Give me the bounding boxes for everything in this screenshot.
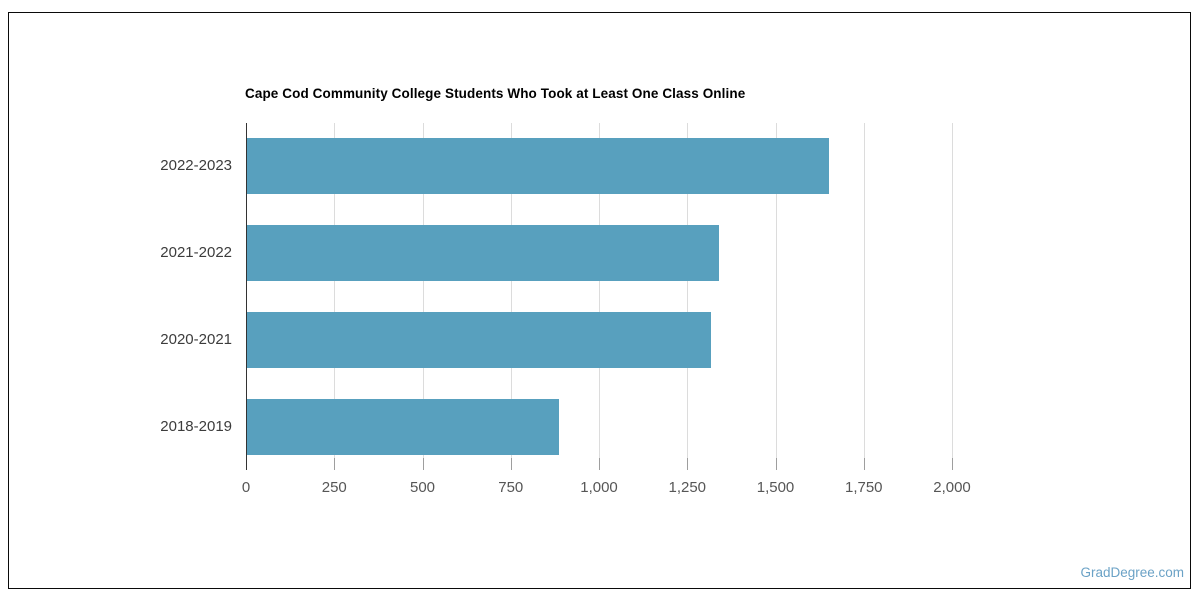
gridline xyxy=(863,123,865,470)
x-tick-label: 500 xyxy=(409,479,436,496)
x-axis-tick xyxy=(687,458,689,470)
x-axis-tick xyxy=(334,458,336,470)
gridline xyxy=(687,123,689,470)
x-axis-tick xyxy=(775,458,777,470)
gridline xyxy=(599,123,600,470)
x-axis-tick xyxy=(422,458,424,470)
gridline xyxy=(334,123,336,470)
x-tick-label: 0 xyxy=(241,479,251,496)
gridline xyxy=(775,123,777,470)
x-tick-label: 1,250 xyxy=(668,479,707,496)
gridline xyxy=(510,123,512,470)
chart-title: Cape Cod Community College Students Who … xyxy=(245,86,746,101)
x-axis-tick xyxy=(599,458,600,470)
bar-2018-2019 xyxy=(247,398,560,455)
y-category-label: 2018-2019 xyxy=(160,417,232,435)
gridline xyxy=(952,123,953,470)
watermark-graddegree: GradDegree.com xyxy=(1080,565,1184,580)
gridline xyxy=(422,123,424,470)
x-axis-tick xyxy=(863,458,865,470)
x-tick-label: 1,000 xyxy=(580,479,618,496)
x-axis-tick xyxy=(510,458,512,470)
y-axis-line xyxy=(246,123,247,470)
y-category-label: 2021-2022 xyxy=(160,244,232,262)
y-category-label: 2022-2023 xyxy=(160,157,232,175)
bar-2022-2023 xyxy=(247,138,830,195)
x-tick-label: 1,750 xyxy=(844,479,883,496)
x-tick-label: 750 xyxy=(498,479,524,496)
x-tick-label: 2,000 xyxy=(933,479,971,496)
plot-area xyxy=(246,123,953,470)
x-tick-label: 1,500 xyxy=(756,479,795,496)
bar-2020-2021 xyxy=(247,311,712,368)
x-axis-tick xyxy=(952,458,953,470)
x-tick-label: 250 xyxy=(321,479,347,496)
y-category-label: 2020-2021 xyxy=(160,330,232,348)
bar-2021-2022 xyxy=(247,225,720,282)
